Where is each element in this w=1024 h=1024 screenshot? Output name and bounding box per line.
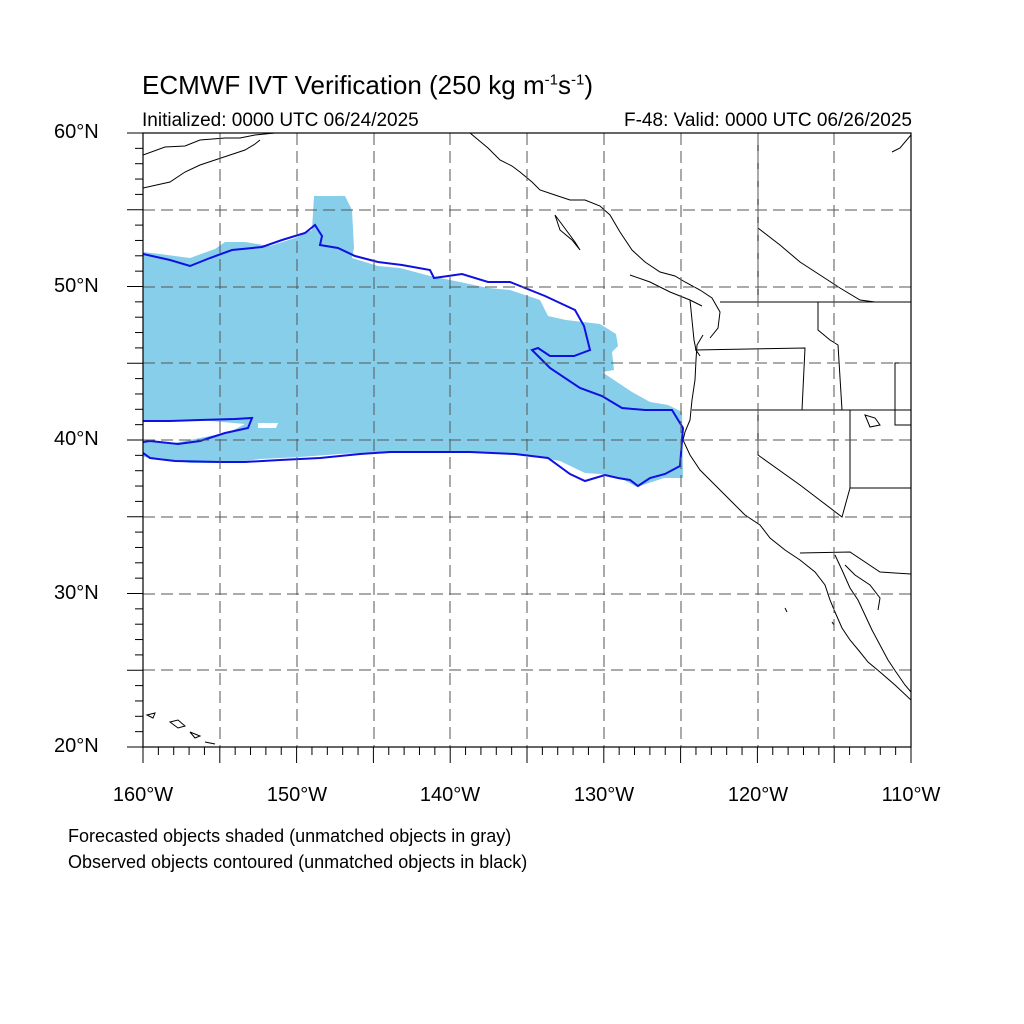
footnote-forecast: Forecasted objects shaded (unmatched obj… — [68, 826, 512, 846]
lat-label-30n: 30°N — [54, 582, 99, 604]
graticule — [143, 133, 911, 747]
state-borders — [692, 133, 911, 575]
forecast-ivt-object — [143, 196, 683, 487]
observed-ivt-contour — [143, 223, 685, 488]
lat-label-60n: 60°N — [54, 121, 99, 143]
lon-label-150w: 150°W — [266, 784, 328, 806]
lat-label-20n: 20°N — [54, 735, 99, 757]
forecast-gap — [258, 423, 278, 428]
lat-label-50n: 50°N — [54, 275, 99, 297]
initialized-label: Initialized: 0000 UTC 06/24/2025 — [142, 110, 419, 131]
lon-label-140w: 140°W — [419, 784, 481, 806]
observed-ivt-contour-inner — [143, 416, 254, 446]
axis-ticks — [127, 132, 912, 763]
lat-label-40n: 40°N — [54, 428, 99, 450]
lon-label-110w: 110°W — [881, 784, 941, 806]
valid-time-label: F-48: Valid: 0000 UTC 06/26/2025 — [624, 110, 912, 131]
footnote-observed: Observed objects contoured (unmatched ob… — [68, 852, 528, 872]
lon-label-120w: 120°W — [727, 784, 789, 806]
lon-label-130w: 130°W — [573, 784, 635, 806]
map-title: ECMWF IVT Verification (250 kg m-1s-1) — [142, 70, 593, 100]
lon-label-160w: 160°W — [112, 784, 174, 806]
